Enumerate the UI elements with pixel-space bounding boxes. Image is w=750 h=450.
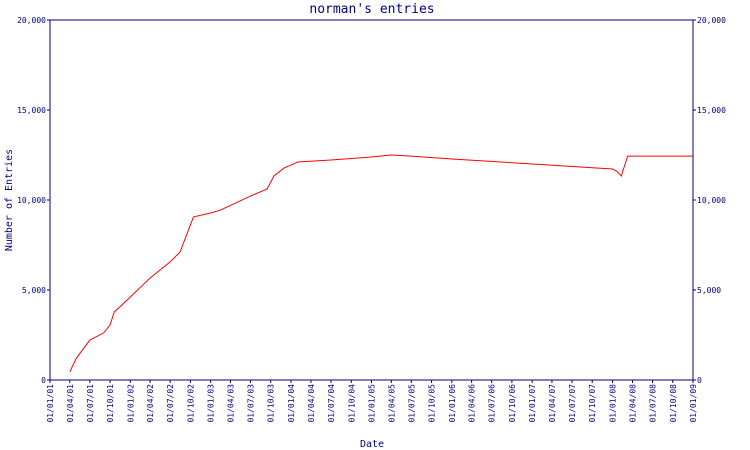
x-tick-label: 01/01/08	[608, 384, 617, 423]
y-tick-label: 20,000	[17, 16, 46, 25]
x-tick-label: 01/07/03	[246, 384, 255, 423]
plot-frame	[49, 19, 694, 381]
x-tick-label: 01/10/07	[588, 384, 597, 423]
y-tick-label: 5,000	[22, 286, 46, 295]
x-tick-label: 01/07/02	[166, 384, 175, 423]
x-tick-label: 01/01/09	[689, 384, 698, 423]
x-tick-label: 01/01/04	[287, 384, 296, 423]
x-axis-label: Date	[360, 439, 384, 450]
x-tick-label: 01/10/02	[186, 384, 195, 423]
y-tick-label: 15,000	[17, 106, 46, 115]
x-tick-label: 01/04/06	[468, 384, 477, 423]
x-tick-label: 01/07/04	[327, 384, 336, 423]
x-tick-label: 01/04/08	[628, 384, 637, 423]
x-tick-label: 01/04/07	[548, 384, 557, 423]
y2-tick-label: 0	[697, 376, 702, 385]
series-line	[69, 154, 693, 373]
y2-tick-label: 10,000	[697, 196, 726, 205]
x-tick-label: 01/10/04	[347, 384, 356, 423]
x-tick-label: 01/07/07	[568, 384, 577, 423]
x-tick-label: 01/01/01	[46, 384, 55, 423]
y2-tick-label: 15,000	[697, 106, 726, 115]
y2-tick-label: 5,000	[697, 286, 721, 295]
x-tick-label: 01/07/05	[407, 384, 416, 423]
x-tick-label: 01/07/01	[86, 384, 95, 423]
x-tick-label: 01/04/04	[307, 384, 316, 423]
x-tick-label: 01/04/01	[66, 384, 75, 423]
x-tick-label: 01/07/06	[488, 384, 497, 423]
x-tick-label: 01/01/02	[126, 384, 135, 423]
x-tick-label: 01/01/06	[448, 384, 457, 423]
x-tick-label: 01/04/02	[146, 384, 155, 423]
chart-title: norman's entries	[309, 2, 434, 17]
x-tick-label: 01/10/05	[428, 384, 437, 423]
x-tick-label: 01/04/03	[226, 384, 235, 423]
x-tick-label: 01/10/03	[267, 384, 276, 423]
x-tick-label: 01/01/07	[528, 384, 537, 423]
x-tick-label: 01/10/08	[669, 384, 678, 423]
x-tick-label: 01/10/06	[508, 384, 517, 423]
y-axis-label: Number of Entries	[4, 149, 15, 251]
x-tick-label: 01/04/05	[387, 384, 396, 423]
x-tick-label: 01/01/03	[207, 384, 216, 423]
x-tick-label: 01/10/01	[106, 384, 115, 423]
y-tick-label: 0	[41, 376, 46, 385]
y-tick-label: 10,000	[17, 196, 46, 205]
x-tick-label: 01/01/05	[368, 384, 377, 423]
y2-tick-label: 20,000	[697, 16, 726, 25]
x-tick-label: 01/07/08	[649, 384, 658, 423]
